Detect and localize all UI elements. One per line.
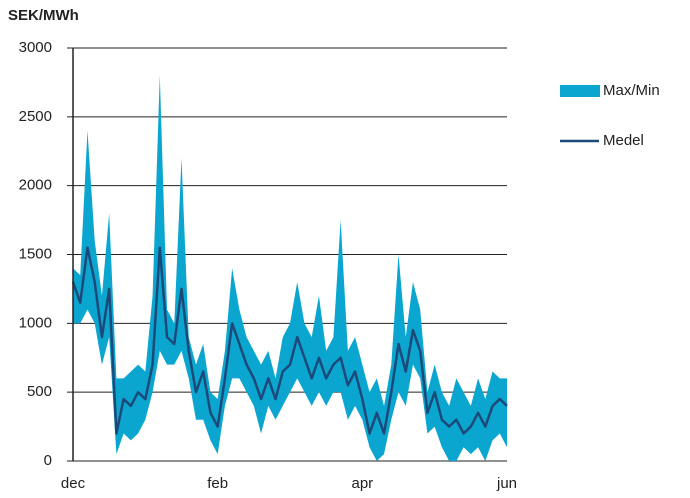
- y-tick-label: 3000: [19, 39, 52, 56]
- x-tick-label: dec: [61, 475, 86, 492]
- y-tick-label: 1000: [19, 314, 52, 331]
- y-tick-label: 0: [44, 452, 52, 469]
- y-tick-label: 2500: [19, 108, 52, 125]
- band-area: [73, 75, 507, 462]
- y-tick-label: 500: [27, 383, 52, 400]
- y-tick-label: 1500: [19, 245, 52, 262]
- x-tick-label: apr: [351, 475, 373, 492]
- legend-label: Medel: [603, 132, 644, 149]
- legend-label: Max/Min: [603, 82, 660, 99]
- mean-line: [71, 246, 508, 435]
- chart-title: SEK/MWh: [8, 7, 79, 24]
- x-tick-label: jun: [496, 475, 517, 492]
- legend-swatch: [560, 85, 600, 97]
- y-tick-label: 2000: [19, 177, 52, 194]
- x-tick-label: feb: [207, 475, 228, 492]
